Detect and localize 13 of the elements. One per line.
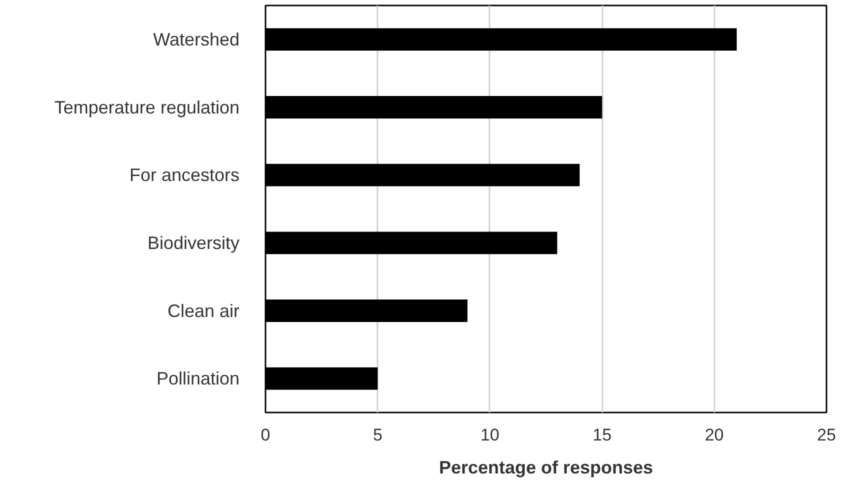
y-tick-label: Temperature regulation xyxy=(54,97,240,118)
y-tick-label: Clean air xyxy=(167,300,240,321)
x-tick-label: 25 xyxy=(817,426,836,444)
x-tick-label: 15 xyxy=(592,426,612,444)
y-tick-label: For ancestors xyxy=(129,165,240,186)
x-tick-label: 10 xyxy=(480,426,500,444)
y-tick-label: Pollination xyxy=(156,368,240,389)
x-axis-title: Percentage of responses xyxy=(438,458,654,478)
y-tick-label: Biodiversity xyxy=(147,232,240,253)
x-tick-label: 0 xyxy=(260,426,270,444)
x-tick-label: 5 xyxy=(372,426,382,444)
y-tick-label: Watershed xyxy=(153,29,240,50)
x-tick-label: 20 xyxy=(704,426,724,444)
